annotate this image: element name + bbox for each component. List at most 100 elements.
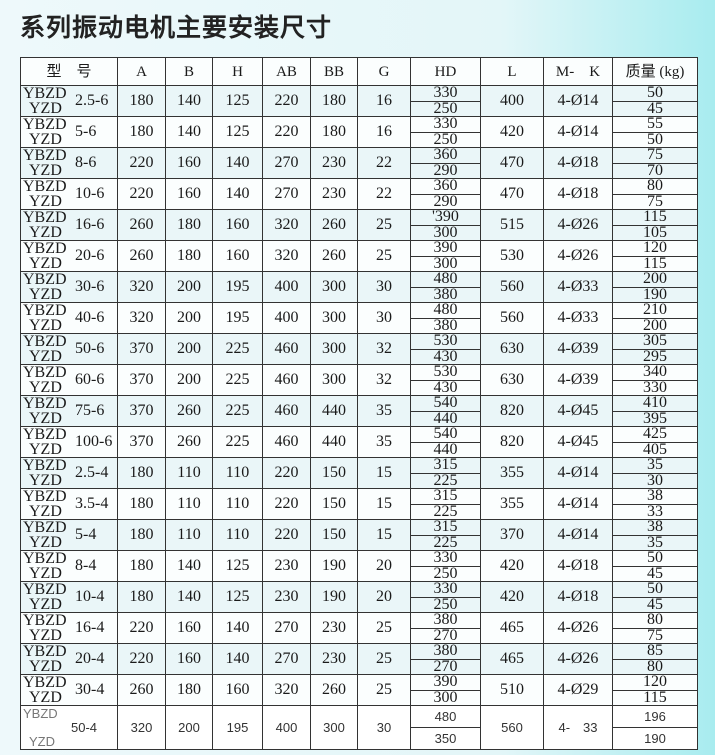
- cell-a: 370: [117, 426, 166, 458]
- cell-mk: 4-Ø26: [543, 209, 613, 241]
- cell-b: 200: [165, 364, 213, 396]
- cell-l: 530: [480, 240, 544, 272]
- cell-g: 32: [357, 333, 411, 365]
- model-cell: YBZD YZD 20-6: [20, 240, 118, 272]
- mass-ybzd: 425: [613, 426, 697, 443]
- cell-l: 355: [480, 457, 544, 489]
- hd-ybzd: 380: [411, 612, 480, 629]
- cell-b: 140: [165, 116, 213, 148]
- hd-yzd: 250: [433, 130, 458, 148]
- cell-mass: 80 75: [612, 612, 698, 644]
- cell-h: 195: [212, 271, 263, 303]
- model-prefix-yzd: YZD: [29, 286, 62, 303]
- cell-bb: 300: [310, 705, 358, 750]
- cell-mass: 210 200: [612, 302, 698, 334]
- cell-h: 125: [212, 85, 263, 117]
- cell-ab: 220: [262, 488, 311, 520]
- mass-yzd: 105: [643, 223, 667, 241]
- model-size: 10-6: [75, 185, 105, 202]
- cell-mk: 4-Ø29: [543, 674, 613, 706]
- table-row: YBZD YZD 5-4 180 110 110 220 150 15 315 225 370 4-Ø1…: [20, 519, 698, 551]
- cell-mass: 196 190: [612, 705, 698, 750]
- mass-yzd: 200: [643, 316, 667, 334]
- cell-bb: 440: [310, 395, 358, 427]
- mass-ybzd: 50: [613, 85, 697, 102]
- cell-hd: 480 350: [410, 705, 481, 750]
- mass-ybzd: 200: [613, 271, 697, 288]
- cell-h: 125: [212, 116, 263, 148]
- cell-b: 140: [165, 550, 213, 582]
- cell-mk: 4-Ø39: [543, 333, 613, 365]
- cell-ab: 230: [262, 581, 311, 613]
- cell-mk: 4-Ø45: [543, 426, 613, 458]
- model-prefix-yzd: YZD: [29, 379, 62, 396]
- hd-ybzd: '390: [411, 209, 480, 226]
- cell-mk: 4-Ø14: [543, 519, 613, 551]
- cell-l: 465: [480, 612, 544, 644]
- table-row: YBZD YZD 5-6 180 140 125 220 180 16 330 250 420 4-Ø1…: [20, 116, 698, 148]
- model-cell: YBZD YZD 60-6: [20, 364, 118, 396]
- mass-yzd: 70: [647, 161, 663, 179]
- model-prefix-ybzd: YBZD: [23, 706, 58, 721]
- column-header: L: [480, 57, 544, 86]
- column-header: BB: [310, 57, 358, 86]
- hd-yzd: 290: [433, 192, 458, 210]
- hd-yzd: 250: [433, 99, 458, 117]
- hd-yzd: 430: [433, 378, 458, 396]
- cell-ab: 320: [262, 240, 311, 272]
- table-row: YBZD YZD 10-4 180 140 125 230 190 20 330 250 420 4-Ø…: [20, 581, 698, 613]
- cell-bb: 300: [310, 271, 358, 303]
- model-cell: YBZD YZD 50-4: [20, 705, 118, 750]
- cell-l: 465: [480, 643, 544, 675]
- model-prefix-yzd: YZD: [29, 534, 62, 551]
- table-row: YBZD YZD 8-4 180 140 125 230 190 20 330 250 420 4-Ø1…: [20, 550, 698, 582]
- cell-g: 15: [357, 457, 411, 489]
- table-row: YBZD YZD 75-6 370 260 225 460 440 35 540 440 820 4-Ø…: [20, 395, 698, 427]
- model-prefix-yzd: YZD: [29, 596, 62, 613]
- model-size: 30-6: [75, 278, 105, 295]
- cell-g: 25: [357, 674, 411, 706]
- cell-ab: 270: [262, 147, 311, 179]
- table-row: YBZD YZD 3.5-4 180 110 110 220 150 15 315 225 355 4-…: [20, 488, 698, 520]
- cell-bb: 440: [310, 426, 358, 458]
- cell-bb: 300: [310, 364, 358, 396]
- cell-l: 355: [480, 488, 544, 520]
- hd-yzd: 250: [433, 595, 458, 613]
- model-size: 30-4: [75, 681, 105, 698]
- model-prefix-yzd: YZD: [29, 348, 62, 365]
- cell-hd: 330 250: [410, 85, 481, 117]
- model-prefix-ybzd: YBZD: [23, 209, 67, 226]
- cell-l: 420: [480, 116, 544, 148]
- cell-mass: 50 45: [612, 581, 698, 613]
- cell-mk: 4- 33: [543, 705, 613, 750]
- cell-hd: 315 225: [410, 457, 481, 489]
- model-size: 2.5-4: [75, 464, 109, 481]
- model-cell: YBZD YZD 75-6: [20, 395, 118, 427]
- cell-hd: 480 380: [410, 271, 481, 303]
- cell-g: 30: [357, 705, 411, 750]
- cell-a: 180: [117, 488, 166, 520]
- cell-g: 30: [357, 271, 411, 303]
- model-size: 16-6: [75, 216, 105, 233]
- cell-g: 20: [357, 550, 411, 582]
- table-row: YBZD YZD 40-6 320 200 195 400 300 30 480 380 560 4-Ø…: [20, 302, 698, 334]
- table-row: YBZD YZD 100-6 370 260 225 460 440 35 540 440 820 4-…: [20, 426, 698, 458]
- model-prefix-yzd: YZD: [29, 689, 62, 706]
- cell-ab: 220: [262, 85, 311, 117]
- column-header: 型 号: [20, 57, 118, 86]
- cell-a: 260: [117, 240, 166, 272]
- table-row: YBZD YZD 8-6 220 160 140 270 230 22 360 290 470 4-Ø1…: [20, 147, 698, 179]
- mass-ybzd: 80: [613, 612, 697, 629]
- model-prefix-yzd: YZD: [29, 224, 62, 241]
- model-cell: YBZD YZD 2.5-6: [20, 85, 118, 117]
- hd-yzd: 300: [433, 688, 458, 706]
- hd-yzd: 350: [434, 730, 457, 746]
- cell-h: 140: [212, 643, 263, 675]
- cell-ab: 460: [262, 426, 311, 458]
- cell-h: 225: [212, 364, 263, 396]
- cell-hd: 380 270: [410, 643, 481, 675]
- column-header: AB: [262, 57, 311, 86]
- model-prefix-yzd: YZD: [29, 734, 55, 749]
- cell-b: 160: [165, 178, 213, 210]
- model-cell: YBZD YZD 8-6: [20, 147, 118, 179]
